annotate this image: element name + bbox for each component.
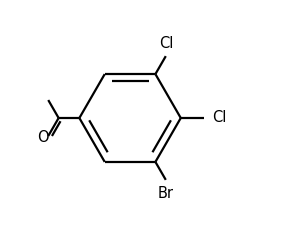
Text: Br: Br [158,186,174,201]
Text: Cl: Cl [159,36,174,51]
Text: Cl: Cl [212,110,227,126]
Text: O: O [37,130,48,145]
